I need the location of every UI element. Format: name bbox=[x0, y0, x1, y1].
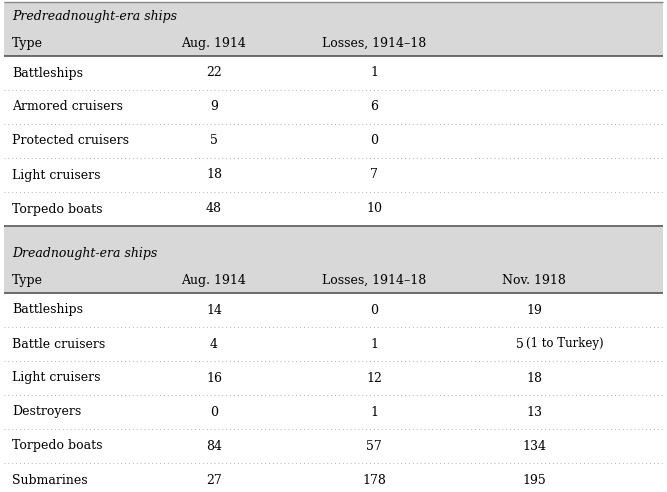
Text: 178: 178 bbox=[362, 473, 386, 487]
Text: 5: 5 bbox=[516, 338, 524, 350]
Text: 0: 0 bbox=[370, 304, 378, 316]
Text: 12: 12 bbox=[366, 371, 382, 385]
Text: Torpedo boats: Torpedo boats bbox=[12, 203, 103, 215]
Text: Submarines: Submarines bbox=[12, 473, 87, 487]
Text: 18: 18 bbox=[206, 168, 222, 182]
Bar bbox=[4, 124, 663, 158]
Bar bbox=[4, 227, 663, 239]
Bar bbox=[4, 463, 663, 492]
Bar bbox=[4, 192, 663, 226]
Text: Type: Type bbox=[12, 37, 43, 50]
Bar bbox=[4, 239, 663, 267]
Bar bbox=[4, 90, 663, 124]
Text: 84: 84 bbox=[206, 439, 222, 453]
Text: Predreadnought-era ships: Predreadnought-era ships bbox=[12, 10, 177, 23]
Text: Nov. 1918: Nov. 1918 bbox=[502, 274, 566, 287]
Text: Armored cruisers: Armored cruisers bbox=[12, 100, 123, 114]
Text: 134: 134 bbox=[522, 439, 546, 453]
Text: Light cruisers: Light cruisers bbox=[12, 168, 101, 182]
Text: (1 to Turkey): (1 to Turkey) bbox=[526, 338, 604, 350]
Bar bbox=[4, 429, 663, 463]
Bar bbox=[4, 395, 663, 429]
Text: Losses, 1914–18: Losses, 1914–18 bbox=[322, 274, 426, 287]
Bar bbox=[4, 30, 663, 56]
Text: Aug. 1914: Aug. 1914 bbox=[181, 274, 246, 287]
Text: Destroyers: Destroyers bbox=[12, 405, 81, 419]
Text: 6: 6 bbox=[370, 100, 378, 114]
Bar bbox=[4, 361, 663, 395]
Text: 5: 5 bbox=[210, 134, 218, 148]
Text: 9: 9 bbox=[210, 100, 218, 114]
Text: Battleships: Battleships bbox=[12, 66, 83, 80]
Text: Battleships: Battleships bbox=[12, 304, 83, 316]
Bar bbox=[4, 293, 663, 327]
Text: 22: 22 bbox=[206, 66, 222, 80]
Text: 19: 19 bbox=[526, 304, 542, 316]
Text: 1: 1 bbox=[370, 66, 378, 80]
Text: 4: 4 bbox=[210, 338, 218, 350]
Bar bbox=[4, 56, 663, 90]
Text: Torpedo boats: Torpedo boats bbox=[12, 439, 103, 453]
Text: Type: Type bbox=[12, 274, 43, 287]
Text: 1: 1 bbox=[370, 405, 378, 419]
Text: 195: 195 bbox=[522, 473, 546, 487]
Bar bbox=[4, 267, 663, 293]
Text: 57: 57 bbox=[366, 439, 382, 453]
Text: 7: 7 bbox=[370, 168, 378, 182]
Text: Protected cruisers: Protected cruisers bbox=[12, 134, 129, 148]
Bar bbox=[4, 2, 663, 30]
Bar bbox=[4, 158, 663, 192]
Text: 27: 27 bbox=[206, 473, 222, 487]
Text: 48: 48 bbox=[206, 203, 222, 215]
Text: 16: 16 bbox=[206, 371, 222, 385]
Text: 0: 0 bbox=[210, 405, 218, 419]
Text: Aug. 1914: Aug. 1914 bbox=[181, 37, 246, 50]
Text: 18: 18 bbox=[526, 371, 542, 385]
Text: Light cruisers: Light cruisers bbox=[12, 371, 101, 385]
Text: Losses, 1914–18: Losses, 1914–18 bbox=[322, 37, 426, 50]
Text: 13: 13 bbox=[526, 405, 542, 419]
Text: Dreadnought-era ships: Dreadnought-era ships bbox=[12, 247, 157, 260]
Text: 10: 10 bbox=[366, 203, 382, 215]
Text: 1: 1 bbox=[370, 338, 378, 350]
Text: 0: 0 bbox=[370, 134, 378, 148]
Text: Battle cruisers: Battle cruisers bbox=[12, 338, 105, 350]
Text: 14: 14 bbox=[206, 304, 222, 316]
Bar bbox=[4, 327, 663, 361]
